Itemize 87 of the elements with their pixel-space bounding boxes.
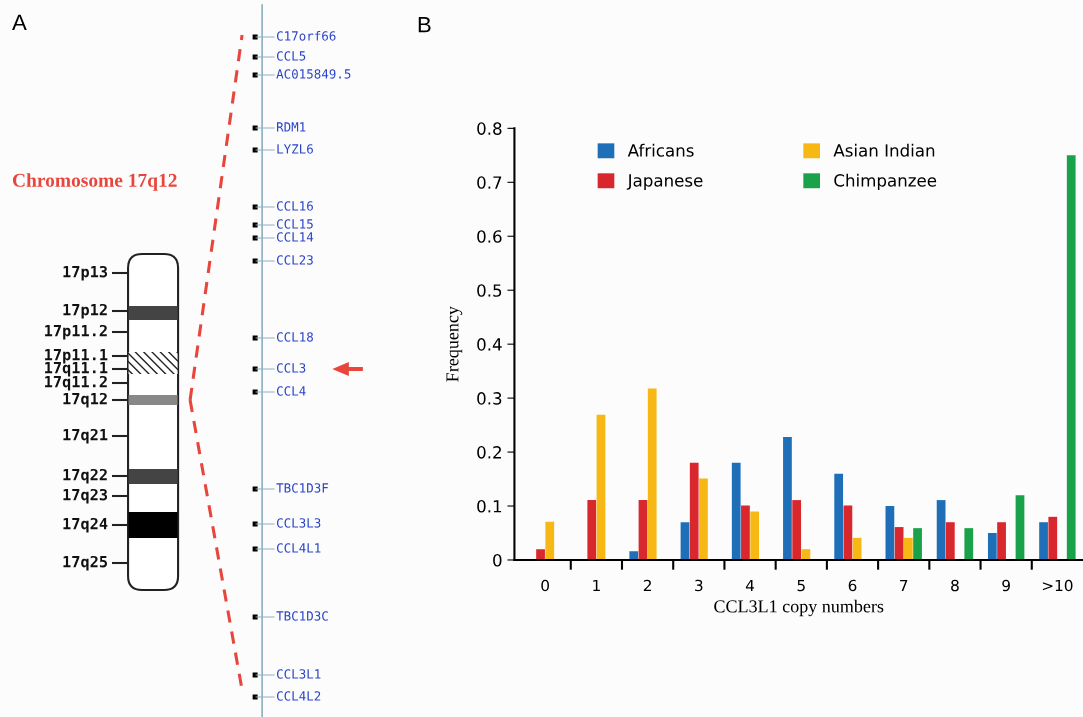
bar: [647, 388, 657, 560]
legend-label: Asian Indian: [833, 143, 935, 157]
text: LYZL6: [277, 144, 313, 154]
bar: [1039, 522, 1048, 560]
bar: [638, 500, 648, 560]
text: 17q24: [63, 517, 108, 533]
text: RDM1: [277, 122, 306, 132]
text: CCL4L1: [276, 543, 321, 553]
bar: [750, 511, 760, 560]
bar: [689, 462, 699, 560]
x-tick-label: 2: [643, 579, 651, 592]
x-tick-label: 9: [1002, 579, 1010, 592]
y-tick-label: 0.1: [477, 499, 502, 513]
bar: [629, 551, 639, 560]
text: CCL15: [276, 219, 313, 229]
text: CCL14: [276, 232, 314, 242]
chart-title: B: [418, 16, 431, 33]
bar: [1048, 516, 1058, 560]
x-axis-title: CCL3L1 copy numbers: [714, 599, 884, 617]
text: 17p11.1: [45, 349, 108, 364]
text: CCL4: [276, 386, 306, 396]
text: CCL23: [276, 255, 313, 265]
text: 17q11.2: [45, 375, 107, 391]
bar: [792, 500, 802, 560]
x-tick-label: 0: [541, 579, 549, 592]
bar: [536, 549, 545, 560]
text: 17p11.2: [45, 324, 107, 340]
bar: [885, 506, 895, 560]
text: CCL16: [276, 201, 313, 211]
bar: [731, 462, 741, 560]
y-tick-label: 0.8: [477, 122, 502, 135]
bar: [1015, 495, 1025, 560]
text: CCL3L1: [276, 669, 321, 679]
bar: [545, 521, 555, 560]
text: CCL4L2: [276, 691, 321, 701]
bar: [997, 522, 1006, 560]
text: A: [12, 14, 27, 30]
text: 17q21: [63, 428, 108, 444]
text: 17q25: [63, 555, 108, 571]
text: CCL3: [276, 363, 306, 373]
text: 17q12: [63, 392, 107, 408]
bar: [936, 500, 946, 560]
x-tick-label: 6: [848, 579, 857, 592]
bar: [699, 478, 708, 560]
y-tick-label: 0.4: [477, 338, 502, 351]
text: 17q11.1: [45, 362, 108, 377]
bar: [913, 528, 922, 560]
bar: [783, 436, 792, 560]
x-tick-label: 8: [951, 579, 959, 592]
legend-label: Japanese: [626, 174, 703, 190]
bar: [741, 505, 750, 560]
text: C17orf66: [276, 30, 336, 41]
x-tick-label: 4: [745, 579, 755, 592]
bar: [987, 533, 997, 560]
text: Chromosome 17q12: [12, 173, 177, 191]
bar: [964, 528, 974, 560]
x-tick-label: 5: [797, 579, 805, 592]
text: 17p13: [63, 265, 108, 281]
bar: [945, 522, 955, 560]
text: AC015849.5: [276, 69, 351, 79]
x-tick-label: 3: [695, 579, 703, 592]
y-tick-label: 0.6: [477, 230, 502, 243]
y-tick-label: 0.7: [477, 176, 502, 189]
y-tick-label: 0: [493, 553, 502, 567]
bar: [834, 473, 844, 560]
text: CCL18: [276, 332, 313, 342]
text: 17q23: [63, 488, 108, 504]
text: TBC1D3F: [276, 483, 329, 493]
y-tick-label: 0.5: [477, 284, 502, 297]
legend-label: Africans: [627, 143, 694, 157]
legend-label: Chimpanzee: [834, 173, 937, 190]
y-tick-label: 0.3: [477, 392, 502, 405]
bar: [587, 500, 597, 560]
bar: [596, 414, 606, 560]
bar: [903, 537, 913, 560]
bar: [843, 505, 853, 560]
x-tick-label: >10: [1042, 579, 1073, 592]
bar: [1066, 155, 1076, 560]
text: CCL5: [276, 51, 306, 61]
y-axis-title: Frequency: [446, 306, 463, 382]
text: 17p12: [63, 303, 107, 319]
text: TBC1D3C: [276, 611, 328, 621]
x-tick-label: 1: [593, 579, 600, 592]
text: CCL3L3: [276, 518, 321, 528]
x-tick-label: 7: [900, 579, 908, 592]
y-tick-label: 0.2: [477, 446, 501, 459]
text: 17q22: [63, 468, 107, 484]
